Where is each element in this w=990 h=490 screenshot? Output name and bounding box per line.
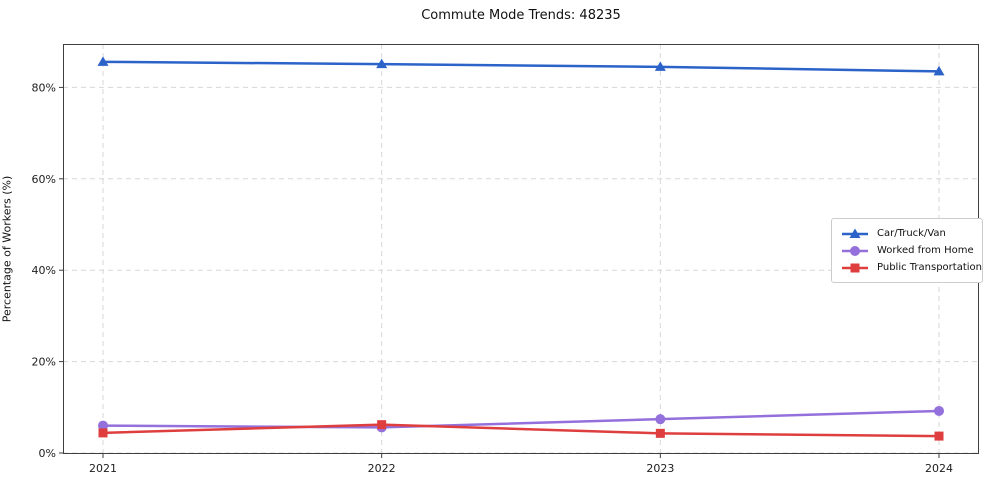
x-tick-label: 2024 [925, 462, 953, 475]
legend: Car/Truck/Van Worked from Home Public Tr… [831, 218, 983, 283]
legend-label: Public Transportation [877, 262, 982, 273]
square-marker [98, 428, 108, 438]
square-marker [377, 420, 387, 430]
circle-marker [655, 414, 666, 425]
triangle-marker [376, 58, 388, 69]
legend-label: Worked from Home [877, 245, 974, 256]
square-marker [655, 428, 665, 438]
square-marker [934, 431, 944, 441]
legend-triangle-marker-icon [842, 228, 868, 238]
y-tick-label: 60% [32, 173, 56, 186]
y-tick-label: 80% [32, 81, 56, 94]
y-tick-label: 0% [39, 447, 56, 460]
circle-marker [934, 405, 944, 416]
series-line-square [101, 423, 941, 438]
chart-title: Commute Mode Trends: 48235 [421, 8, 621, 23]
legend-item-worked-from-home: Worked from Home [840, 242, 974, 259]
legend-square-marker-icon [842, 263, 868, 272]
x-tick-label: 2023 [646, 462, 674, 475]
triangle-marker [654, 61, 666, 71]
series-line-triangle [101, 60, 941, 73]
series-line-circle [101, 409, 941, 429]
legend-circle-marker-icon [842, 245, 868, 256]
circle-marker [98, 420, 108, 431]
circle-marker [850, 245, 860, 256]
x-tick-label: 2022 [368, 462, 396, 475]
square-marker [850, 263, 860, 272]
y-tick-label: 20% [32, 356, 56, 369]
legend-label: Car/Truck/Van [877, 228, 946, 239]
legend-item-public-transportation: Public Transportation [840, 259, 982, 276]
y-tick-label: 40% [32, 264, 56, 277]
x-tick-label: 2021 [89, 462, 117, 475]
legend-item-car-truck-van: Car/Truck/Van [840, 225, 974, 242]
triangle-marker [97, 56, 109, 66]
triangle-marker [849, 228, 861, 238]
triangle-marker [933, 65, 945, 76]
